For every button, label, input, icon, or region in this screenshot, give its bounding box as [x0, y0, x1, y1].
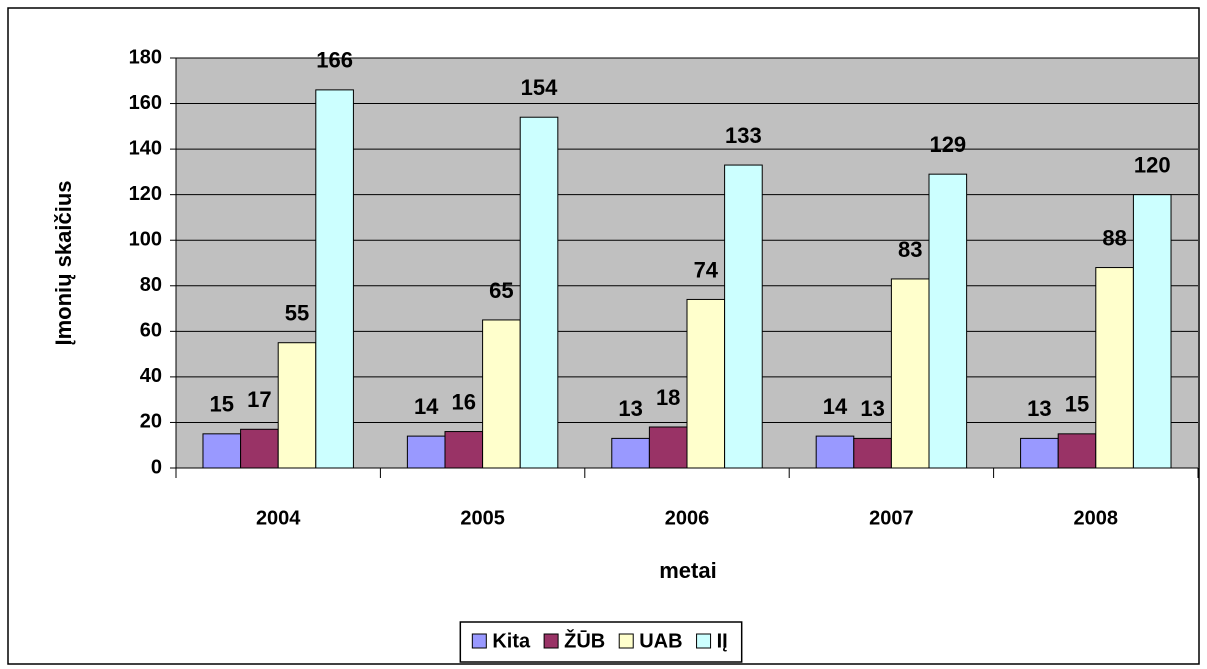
y-tick-label: 40 [140, 365, 162, 387]
value-label: 120 [1134, 152, 1171, 177]
y-tick-label: 160 [129, 92, 162, 114]
legend-label: IĮ [717, 630, 728, 652]
value-label: 13 [1027, 396, 1051, 421]
legend-swatch [543, 633, 559, 649]
value-label: 14 [823, 394, 848, 419]
value-label: 129 [929, 132, 966, 157]
y-tick-label: 180 [129, 46, 162, 68]
x-axis-title: metai [659, 558, 716, 583]
bar [1057, 433, 1097, 469]
legend-box [459, 621, 743, 663]
x-tick-label: 2005 [460, 507, 505, 529]
bar [240, 428, 279, 469]
bar [724, 164, 763, 469]
y-axis-title: Įmonių skaičius [51, 180, 76, 345]
value-label: 13 [860, 396, 884, 421]
y-tick-label: 0 [151, 456, 162, 478]
y-tick-label: 20 [140, 411, 162, 433]
legend-swatch [696, 633, 712, 649]
value-label: 83 [898, 237, 922, 262]
value-label: 74 [694, 257, 719, 282]
legend-label: Kita [492, 630, 531, 652]
bar [928, 173, 968, 469]
value-label: 14 [414, 394, 439, 419]
value-label: 133 [725, 123, 762, 148]
bar [853, 437, 892, 469]
bar [444, 431, 484, 469]
value-label: 15 [1065, 392, 1089, 417]
legend-label: UAB [639, 630, 682, 652]
y-tick-label: 120 [129, 183, 162, 205]
value-label: 55 [285, 301, 309, 326]
bar [686, 298, 726, 469]
legend-label: ŽŪB [564, 628, 605, 652]
x-tick-label: 2007 [869, 507, 914, 529]
value-label: 18 [656, 385, 680, 410]
y-tick-label: 100 [129, 229, 162, 251]
value-label: 17 [247, 387, 271, 412]
legend-swatch [618, 633, 634, 649]
value-label: 15 [210, 392, 234, 417]
value-label: 88 [1102, 225, 1126, 250]
x-tick-label: 2006 [665, 507, 710, 529]
bar [202, 433, 242, 469]
bar [1020, 437, 1059, 469]
bar [277, 342, 317, 469]
legend-swatch [471, 633, 487, 649]
y-tick-label: 140 [129, 137, 162, 159]
bar [315, 89, 354, 469]
bar [815, 435, 855, 469]
bar [406, 435, 446, 469]
bar [519, 116, 559, 469]
value-label: 166 [316, 48, 353, 73]
bar [611, 437, 650, 469]
y-tick-label: 60 [140, 320, 162, 342]
value-label: 13 [618, 396, 642, 421]
bar [648, 426, 688, 469]
x-tick-label: 2008 [1074, 507, 1119, 529]
bar [482, 319, 521, 469]
x-tick-label: 2004 [256, 507, 301, 529]
bar [1095, 267, 1134, 469]
value-label: 16 [452, 389, 476, 414]
value-label: 65 [489, 278, 513, 303]
value-label: 154 [521, 75, 558, 100]
bar [890, 278, 930, 469]
bar [1132, 194, 1172, 469]
y-tick-label: 80 [140, 274, 162, 296]
